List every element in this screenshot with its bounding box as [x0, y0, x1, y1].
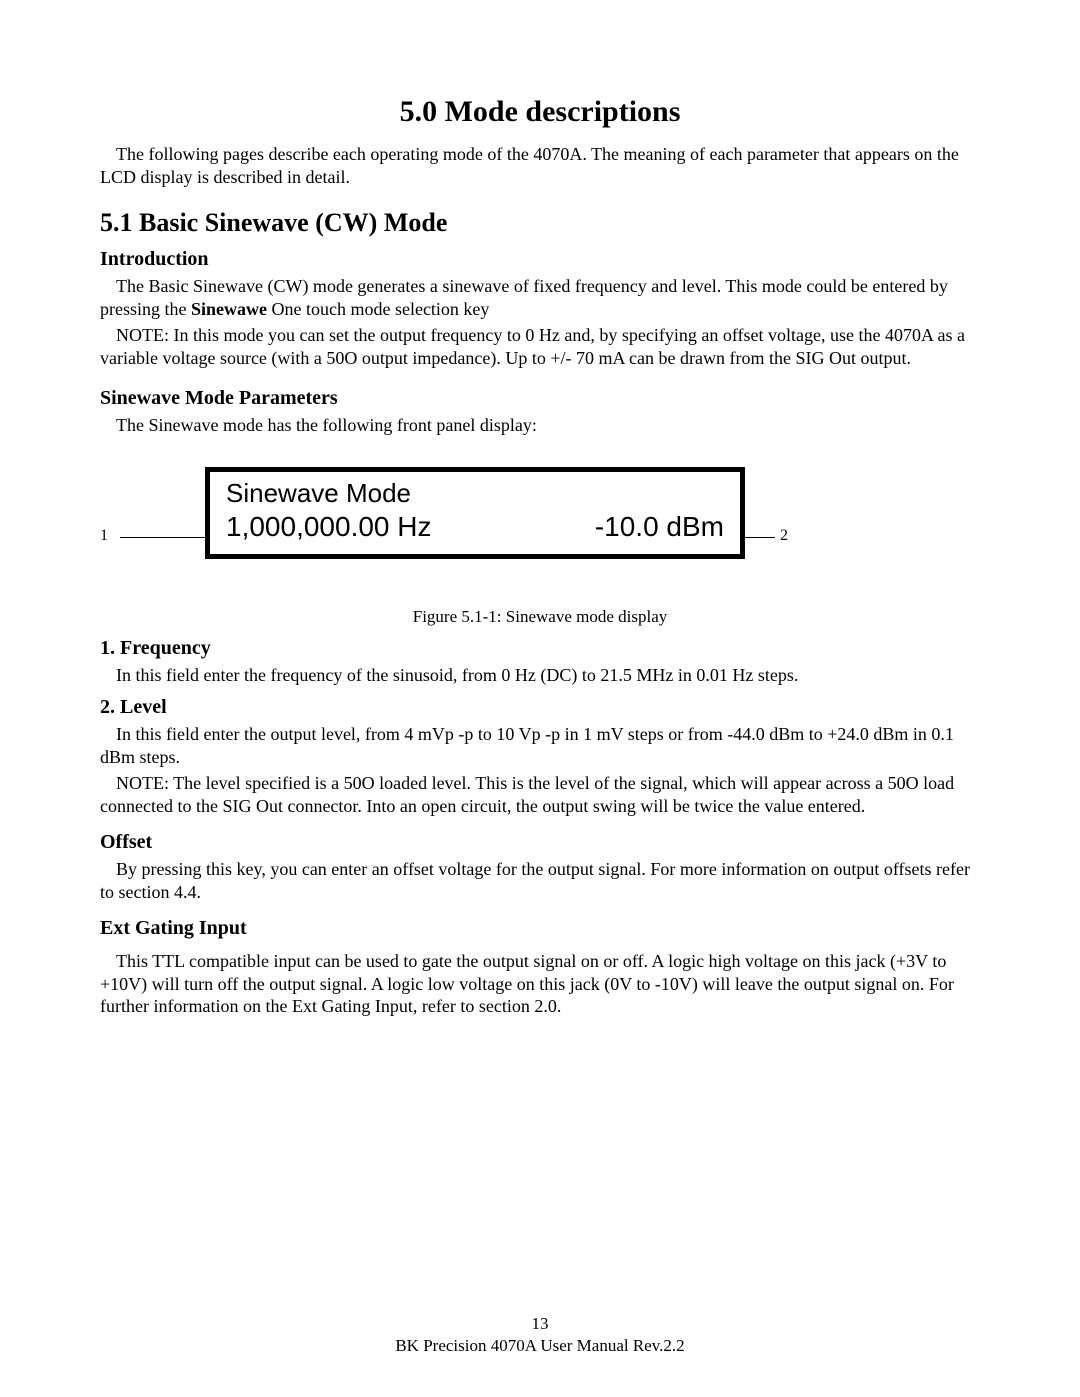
lcd-level: -10.0 dBm [595, 511, 724, 543]
footer-manual-line: BK Precision 4070A User Manual Rev.2.2 [0, 1335, 1080, 1357]
intro-note: NOTE: In this mode you can set the outpu… [100, 324, 980, 369]
offset-heading: Offset [100, 831, 980, 854]
level-body-2: NOTE: The level specified is a 50O loade… [100, 772, 980, 817]
figure-caption: Figure 5.1-1: Sinewave mode display [100, 607, 980, 627]
callout-1: 1 [100, 527, 108, 545]
footer-page-number: 13 [0, 1313, 1080, 1335]
callout-line-left [120, 537, 205, 538]
level-heading: 2. Level [100, 696, 980, 719]
params-body: The Sinewave mode has the following fron… [100, 414, 980, 437]
level-body-1: In this field enter the output level, fr… [100, 723, 980, 768]
intro-text-b: One touch mode selection key [267, 299, 489, 319]
document-page: 5.0 Mode descriptions The following page… [0, 0, 1080, 1397]
section-heading: 5.1 Basic Sinewave (CW) Mode [100, 208, 980, 238]
params-heading: Sinewave Mode Parameters [100, 387, 980, 410]
callout-2: 2 [780, 527, 788, 545]
intro-paragraph: The following pages describe each operat… [100, 143, 980, 188]
ext-gating-heading: Ext Gating Input [100, 917, 980, 940]
callout-line-right [745, 537, 775, 538]
frequency-body: In this field enter the frequency of the… [100, 664, 980, 687]
offset-body: By pressing this key, you can enter an o… [100, 858, 980, 903]
frequency-heading: 1. Frequency [100, 637, 980, 660]
lcd-readout-row: 1,000,000.00 Hz -10.0 dBm [226, 511, 724, 543]
lcd-mode-title: Sinewave Mode [226, 478, 724, 509]
introduction-heading: Introduction [100, 248, 980, 271]
ext-gating-body: This TTL compatible input can be used to… [100, 950, 980, 1018]
lcd-frequency: 1,000,000.00 Hz [226, 511, 432, 543]
lcd-figure: 1 Sinewave Mode 1,000,000.00 Hz -10.0 dB… [100, 467, 980, 577]
page-footer: 13 BK Precision 4070A User Manual Rev.2.… [0, 1313, 1080, 1357]
page-title: 5.0 Mode descriptions [100, 95, 980, 129]
intro-body-1: The Basic Sinewave (CW) mode generates a… [100, 275, 980, 320]
intro-text-bold: Sinewawe [191, 299, 267, 319]
lcd-display: Sinewave Mode 1,000,000.00 Hz -10.0 dBm [205, 467, 745, 559]
